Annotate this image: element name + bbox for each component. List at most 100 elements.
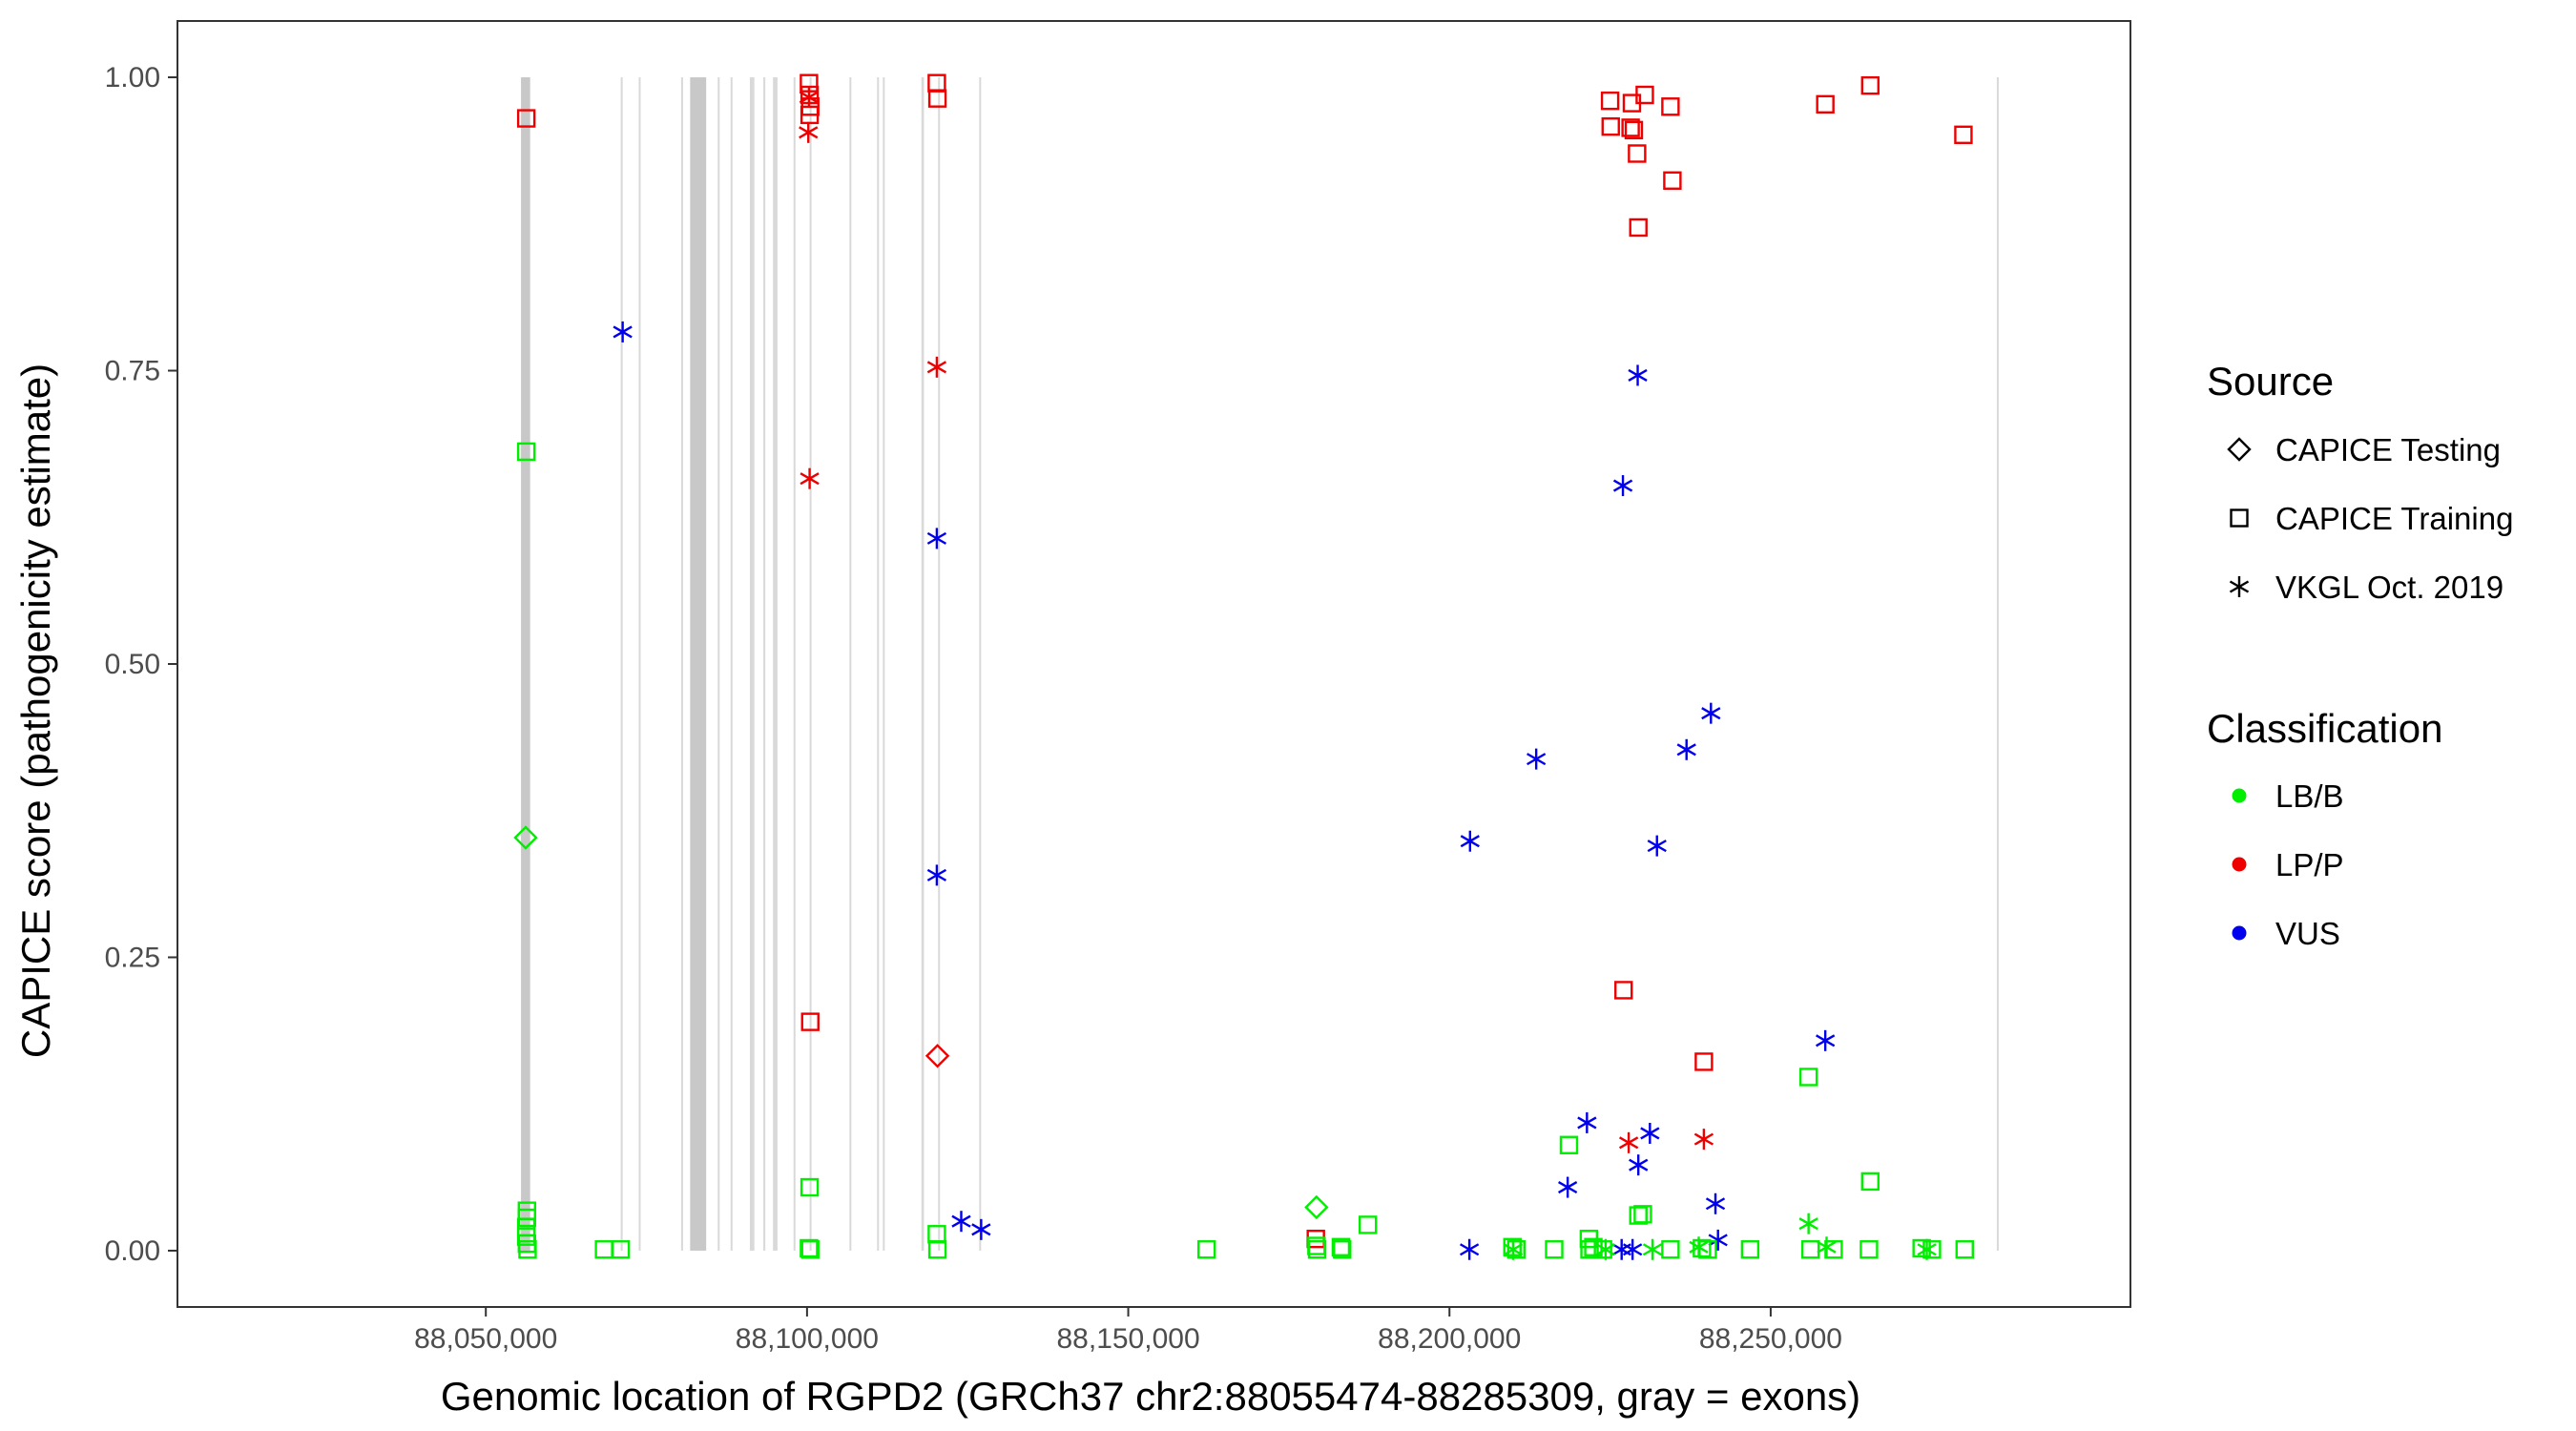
data-point <box>1580 1240 1599 1259</box>
data-point <box>1304 1194 1329 1220</box>
data-point <box>800 1177 820 1197</box>
data-point <box>1601 116 1620 136</box>
data-point <box>799 121 819 143</box>
data-point <box>1527 748 1547 770</box>
asterisk-stroke <box>1708 1234 1728 1247</box>
data-point <box>1460 830 1480 852</box>
data-point <box>1621 118 1640 137</box>
asterisk-stroke <box>2229 580 2250 593</box>
asterisk-stroke <box>1527 753 1547 766</box>
data-point <box>1624 120 1644 140</box>
data-point <box>1917 1238 1937 1260</box>
legend-source-key <box>2229 576 2250 597</box>
data-point <box>926 356 947 378</box>
asterisk-stroke <box>1460 835 1480 848</box>
legend-source-training-label: CAPICE Training <box>2275 501 2513 536</box>
data-point <box>1593 1240 1612 1259</box>
data-point <box>951 1211 971 1233</box>
y-axis-title: CAPICE score (pathogenicity estimate) <box>13 363 58 1058</box>
data-point <box>1693 1238 1712 1258</box>
asterisk-stroke <box>1705 1197 1726 1211</box>
asterisk-stroke <box>1612 479 1633 492</box>
legend-class-vus-label: VUS <box>2275 916 2340 951</box>
data-point <box>1860 75 1880 95</box>
asterisk-stroke <box>1701 707 1721 720</box>
data-point <box>1577 1111 1597 1133</box>
data-point <box>1663 171 1682 190</box>
exon-band <box>938 77 941 1251</box>
asterisk-stroke <box>799 91 820 104</box>
exon-band <box>638 77 641 1251</box>
legend-source-vkgl-label: VKGL Oct. 2019 <box>2275 570 2503 605</box>
legend-class-lpp-label: LP/P <box>2275 847 2344 882</box>
exon-band <box>620 77 623 1251</box>
y-tick-label: 0.25 <box>105 942 160 973</box>
exon-band <box>717 77 720 1251</box>
data-point <box>1800 1240 1820 1259</box>
data-point <box>1628 364 1648 386</box>
data-point <box>799 86 820 108</box>
data-point <box>1629 1206 1648 1225</box>
exon-band <box>690 77 707 1251</box>
x-tick-label: 88,200,000 <box>1378 1323 1521 1355</box>
data-point <box>1359 1215 1378 1234</box>
legend: Source CAPICE Testing CAPICE Training VK… <box>2207 359 2513 951</box>
data-point <box>1817 1236 1837 1258</box>
data-point <box>800 1240 820 1259</box>
data-point <box>1503 1238 1524 1260</box>
asterisk-stroke <box>971 1223 991 1236</box>
exon-band <box>877 77 880 1251</box>
data-points <box>513 73 1974 1260</box>
asterisk-stroke <box>1558 1181 1578 1194</box>
asterisk-stroke <box>799 126 819 139</box>
exon-band <box>680 77 683 1251</box>
exon-bands <box>521 77 1999 1251</box>
data-point <box>1331 1237 1351 1256</box>
legend-source-testing-label: CAPICE Testing <box>2275 432 2501 467</box>
data-point <box>516 442 536 462</box>
y-tick-label: 1.00 <box>105 62 160 93</box>
exon-band <box>773 77 778 1251</box>
asterisk-stroke <box>1577 1116 1597 1130</box>
asterisk-stroke <box>1623 1243 1643 1256</box>
asterisk-stroke <box>951 1214 971 1228</box>
data-point <box>516 109 536 128</box>
data-point <box>971 1218 991 1240</box>
legend-source-key <box>2227 437 2252 462</box>
data-point <box>924 1044 950 1068</box>
asterisk-stroke <box>926 361 947 374</box>
asterisk-stroke <box>1503 1243 1524 1256</box>
data-point <box>1694 1052 1714 1071</box>
x-tick-label: 88,150,000 <box>1056 1323 1199 1355</box>
data-point <box>1661 1240 1680 1259</box>
data-point <box>800 467 820 489</box>
data-point <box>1629 1154 1649 1176</box>
asterisk-stroke <box>926 868 947 881</box>
exon-band <box>1996 77 1999 1251</box>
data-point <box>1506 1240 1526 1259</box>
asterisk-stroke <box>613 325 633 339</box>
data-point <box>513 825 538 850</box>
data-point <box>1633 1205 1652 1224</box>
legend-class-lbb-label: LB/B <box>2275 778 2344 814</box>
exon-band <box>979 77 982 1251</box>
data-point <box>518 1240 537 1259</box>
legend-source-keys <box>2227 437 2252 597</box>
asterisk-stroke <box>926 531 947 545</box>
exon-band <box>883 77 885 1251</box>
data-point <box>1816 94 1835 114</box>
data-point <box>1635 85 1654 105</box>
data-point <box>1333 1240 1352 1259</box>
x-tick-label: 88,250,000 <box>1699 1323 1842 1355</box>
x-axis-title: Genomic location of RGPD2 (GRCh37 chr2:8… <box>441 1374 1860 1419</box>
data-point <box>1642 1238 1663 1260</box>
x-tick-label: 88,100,000 <box>736 1323 879 1355</box>
exon-band <box>763 77 766 1251</box>
exon-band <box>809 77 812 1251</box>
data-point <box>1623 1238 1643 1260</box>
y-tick-label: 0.75 <box>105 356 160 387</box>
data-point <box>927 89 947 108</box>
asterisk-stroke <box>1642 1243 1663 1256</box>
